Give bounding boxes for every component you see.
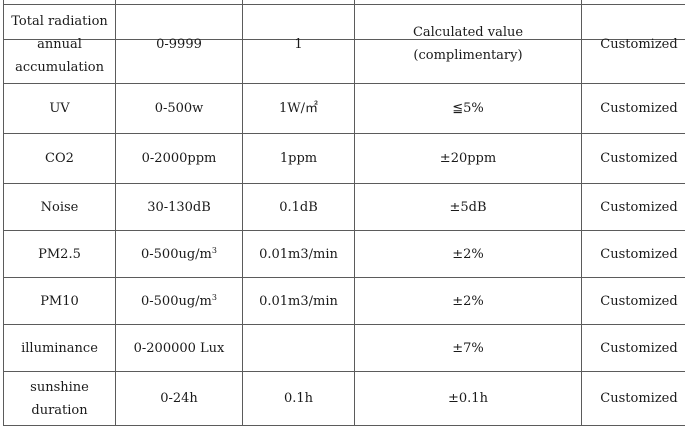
superscript: 3 <box>212 246 217 255</box>
resolution-cell <box>243 325 355 372</box>
option-cell: Customized <box>582 134 685 184</box>
parameter-cell: illuminance <box>4 325 116 372</box>
accuracy-cell: ≦5% <box>355 84 582 134</box>
resolution-cell: 1ppm <box>243 134 355 184</box>
table-row: Total radiation annual accumulation 0-99… <box>4 5 685 84</box>
superscript: 3 <box>212 293 217 302</box>
accuracy-cell: ±7% <box>355 325 582 372</box>
resolution-cell: 0.01m3/min <box>243 231 355 278</box>
range-cell: 0-9999 <box>116 5 243 84</box>
table-row: sunshine duration 0-24h 0.1h ±0.1h Custo… <box>4 372 685 426</box>
table-row: PM10 0-500ug/m3 0.01m3/min ±2% Customize… <box>4 278 685 325</box>
accuracy-cell: ±5dB <box>355 184 582 231</box>
table-row: Noise 30-130dB 0.1dB ±5dB Customized <box>4 184 685 231</box>
option-cell: Customized <box>582 184 685 231</box>
range-cell: 0-24h <box>116 372 243 426</box>
table-row: UV 0-500w 1W/㎡ ≦5% Customized <box>4 84 685 134</box>
accuracy-cell: Calculated value (complimentary) <box>355 5 582 84</box>
accuracy-cell: ±0.1h <box>355 372 582 426</box>
parameter-cell: Noise <box>4 184 116 231</box>
option-cell: Customized <box>582 278 685 325</box>
resolution-cell: 0.1dB <box>243 184 355 231</box>
parameter-cell: Total radiation annual accumulation <box>4 5 116 84</box>
parameter-cell: sunshine duration <box>4 372 116 426</box>
option-cell: Customized <box>582 372 685 426</box>
accuracy-cell: ±20ppm <box>355 134 582 184</box>
parameter-cell: CO2 <box>4 134 116 184</box>
table-row: illuminance 0-200000 Lux ±7% Customized <box>4 325 685 372</box>
resolution-cell: 0.01m3/min <box>243 278 355 325</box>
range-cell: 0-500w <box>116 84 243 134</box>
range-cell: 0-200000 Lux <box>116 325 243 372</box>
parameter-cell: UV <box>4 84 116 134</box>
parameter-cell: PM10 <box>4 278 116 325</box>
accuracy-cell: ±2% <box>355 278 582 325</box>
table-row: PM2.5 0-500ug/m3 0.01m3/min ±2% Customiz… <box>4 231 685 278</box>
option-cell: Customized <box>582 5 685 84</box>
accuracy-cell: ±2% <box>355 231 582 278</box>
range-cell: 0-2000ppm <box>116 134 243 184</box>
range-cell: 0-500ug/m3 <box>116 231 243 278</box>
parameter-cell: PM2.5 <box>4 231 116 278</box>
option-cell: Customized <box>582 325 685 372</box>
range-cell: 0-500ug/m3 <box>116 278 243 325</box>
spec-table-body: Total radiation annual accumulation 0-99… <box>3 4 685 426</box>
option-cell: Customized <box>582 84 685 134</box>
range-cell: 30-130dB <box>116 184 243 231</box>
table-row: CO2 0-2000ppm 1ppm ±20ppm Customized <box>4 134 685 184</box>
resolution-cell: 1 <box>243 5 355 84</box>
resolution-cell: 1W/㎡ <box>243 84 355 134</box>
resolution-cell: 0.1h <box>243 372 355 426</box>
option-cell: Customized <box>582 231 685 278</box>
